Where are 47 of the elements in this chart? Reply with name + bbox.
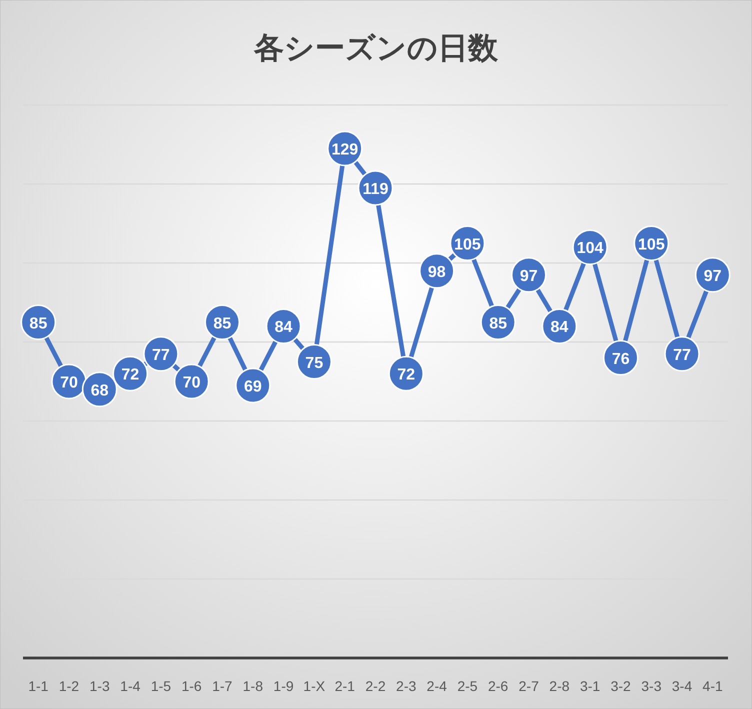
x-tick-label: 1-9 bbox=[273, 678, 294, 694]
chart-title: 各シーズンの日数 bbox=[253, 32, 499, 65]
data-label: 97 bbox=[520, 268, 538, 285]
x-tick-label: 2-7 bbox=[518, 678, 540, 694]
data-label: 70 bbox=[60, 374, 78, 392]
data-label: 76 bbox=[612, 350, 630, 368]
x-tick-label: 1-8 bbox=[242, 678, 264, 694]
x-tick-label: 1-2 bbox=[58, 678, 80, 694]
data-label: 72 bbox=[121, 366, 140, 384]
x-tick-label: 1-6 bbox=[181, 678, 202, 694]
data-label: 72 bbox=[397, 366, 416, 384]
x-tick-label: 2-5 bbox=[457, 678, 478, 694]
x-tick-label: 2-2 bbox=[365, 678, 386, 694]
x-tick-label: 1-X bbox=[303, 678, 326, 694]
data-label: 75 bbox=[305, 354, 324, 372]
x-tick-label: 3-2 bbox=[610, 678, 632, 694]
data-label: 69 bbox=[244, 378, 262, 396]
data-label: 105 bbox=[638, 236, 665, 254]
data-label: 85 bbox=[489, 315, 508, 332]
x-tick-label: 2-3 bbox=[396, 678, 416, 694]
data-label: 104 bbox=[576, 240, 604, 258]
x-tick-label: 1-4 bbox=[120, 678, 141, 694]
x-tick-label: 3-3 bbox=[641, 678, 662, 694]
x-tick-label: 2-4 bbox=[426, 678, 448, 694]
data-label: 97 bbox=[704, 268, 722, 285]
data-label: 68 bbox=[90, 382, 109, 400]
x-tick-label: 3-1 bbox=[580, 678, 600, 694]
data-label: 85 bbox=[29, 315, 48, 332]
data-label: 129 bbox=[331, 141, 358, 158]
x-tick-label: 1-1 bbox=[28, 678, 49, 694]
x-tick-label: 4-1 bbox=[702, 678, 724, 694]
x-tick-label: 2-8 bbox=[549, 678, 570, 694]
data-label: 85 bbox=[213, 315, 232, 332]
data-label: 77 bbox=[152, 346, 170, 364]
x-tick-label: 2-6 bbox=[488, 678, 508, 694]
data-label: 84 bbox=[274, 319, 293, 336]
data-label: 119 bbox=[362, 180, 389, 198]
data-label: 105 bbox=[454, 236, 481, 254]
x-tick-label: 1-7 bbox=[212, 678, 233, 694]
data-label: 77 bbox=[673, 346, 692, 364]
data-label: 84 bbox=[550, 319, 568, 336]
x-tick-label: 2-1 bbox=[334, 678, 356, 694]
x-tick-label: 3-4 bbox=[672, 678, 692, 694]
data-label: 98 bbox=[428, 264, 446, 281]
x-tick-label: 1-3 bbox=[90, 678, 110, 694]
x-tick-label: 1-5 bbox=[150, 678, 172, 694]
data-label: 70 bbox=[182, 374, 201, 392]
